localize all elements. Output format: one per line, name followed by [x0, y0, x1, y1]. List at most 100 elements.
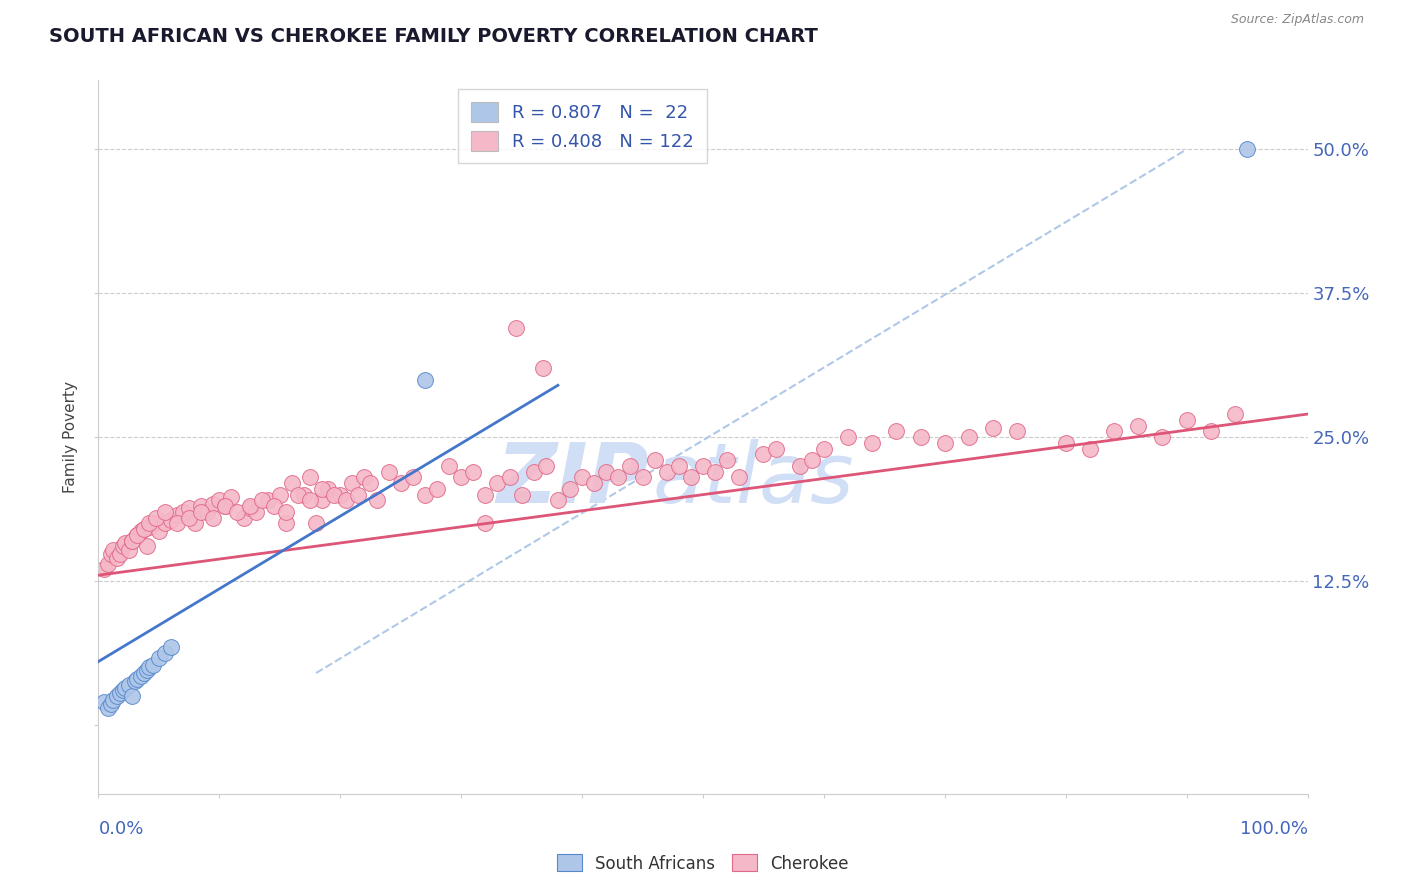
Point [752, 447, 775, 461]
Point [463, 465, 485, 479]
Point [347, 488, 370, 502]
Point [910, 430, 932, 444]
Point [1102, 425, 1125, 439]
Point [716, 453, 738, 467]
Point [166, 508, 188, 523]
Point [148, 524, 170, 539]
Point [450, 470, 472, 484]
Point [118, 542, 141, 557]
Point [281, 476, 304, 491]
Point [274, 516, 297, 531]
Point [1078, 442, 1101, 456]
Point [323, 488, 346, 502]
Point [214, 499, 236, 513]
Point [221, 490, 243, 504]
Point [232, 510, 254, 524]
Point [619, 458, 641, 473]
Point [214, 499, 236, 513]
Point [335, 493, 357, 508]
Point [800, 453, 823, 467]
Point [100, 697, 122, 711]
Point [129, 524, 152, 539]
Point [184, 516, 207, 531]
Point [208, 493, 231, 508]
Point [124, 674, 146, 689]
Point [353, 470, 375, 484]
Text: atlas: atlas [652, 440, 853, 520]
Point [153, 647, 176, 661]
Point [426, 482, 449, 496]
Point [534, 458, 557, 473]
Point [239, 499, 262, 513]
Point [245, 505, 267, 519]
Legend: South Africans, Cherokee: South Africans, Cherokee [550, 847, 856, 880]
Point [101, 542, 124, 557]
Point [114, 536, 136, 550]
Point [153, 505, 176, 519]
Point [474, 488, 496, 502]
Point [239, 501, 262, 516]
Point [97, 557, 120, 571]
Point [134, 666, 156, 681]
Point [263, 499, 285, 513]
Point [114, 681, 136, 695]
Point [510, 488, 533, 502]
Point [108, 685, 131, 699]
Point [134, 522, 156, 536]
Point [305, 516, 328, 531]
Point [160, 640, 183, 654]
Point [127, 528, 149, 542]
Point [190, 505, 212, 519]
Point [93, 695, 115, 709]
Legend: R = 0.807   N =  22, R = 0.408   N = 122: R = 0.807 N = 22, R = 0.408 N = 122 [458, 89, 707, 163]
Point [679, 470, 702, 484]
Point [413, 488, 436, 502]
Point [124, 532, 146, 546]
Point [1007, 425, 1029, 439]
Point [631, 470, 654, 484]
Point [523, 465, 546, 479]
Point [145, 510, 167, 524]
Point [148, 651, 170, 665]
Point [558, 482, 581, 496]
Point [1128, 418, 1150, 433]
Point [226, 505, 249, 519]
Point [437, 458, 460, 473]
Point [583, 476, 606, 491]
Point [389, 476, 412, 491]
Text: 100.0%: 100.0% [1240, 820, 1308, 838]
Point [692, 458, 714, 473]
Point [1175, 413, 1198, 427]
Point [142, 657, 165, 672]
Point [250, 493, 273, 508]
Point [981, 421, 1004, 435]
Point [547, 493, 569, 508]
Point [316, 482, 339, 496]
Point [134, 522, 156, 536]
Point [299, 493, 322, 508]
Point [287, 488, 309, 502]
Point [360, 476, 382, 491]
Point [108, 548, 131, 562]
Point [486, 476, 509, 491]
Point [837, 430, 859, 444]
Point [202, 510, 225, 524]
Point [957, 430, 980, 444]
Text: Source: ZipAtlas.com: Source: ZipAtlas.com [1230, 13, 1364, 27]
Point [498, 470, 520, 484]
Point [179, 510, 201, 524]
Point [153, 516, 176, 531]
Point [100, 548, 122, 562]
Point [668, 458, 690, 473]
Point [166, 516, 188, 531]
Point [886, 425, 908, 439]
Point [1199, 425, 1222, 439]
Point [377, 465, 399, 479]
Point [505, 320, 527, 334]
Point [292, 488, 315, 502]
Point [531, 361, 554, 376]
Point [704, 465, 727, 479]
Point [1152, 430, 1174, 444]
Point [571, 470, 593, 484]
Point [413, 372, 436, 386]
